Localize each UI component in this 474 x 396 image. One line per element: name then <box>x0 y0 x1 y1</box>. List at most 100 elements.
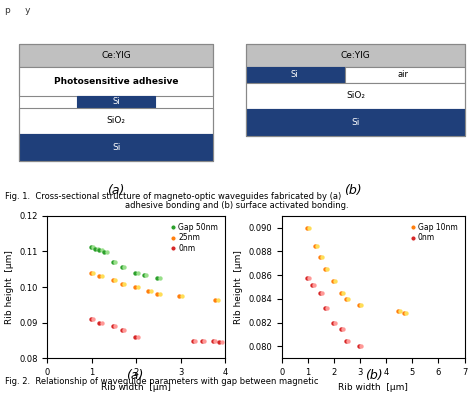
Point <box>342 296 350 302</box>
Point <box>87 316 94 322</box>
Text: p     y: p y <box>5 6 30 15</box>
Point <box>111 277 119 283</box>
Point <box>134 334 141 340</box>
Point <box>94 246 101 252</box>
Point <box>329 278 337 284</box>
Bar <box>246 83 465 109</box>
Point <box>201 337 208 344</box>
Point <box>134 270 141 276</box>
Point <box>402 310 410 316</box>
X-axis label: Rib width  [μm]: Rib width [μm] <box>338 383 408 392</box>
Point <box>345 296 352 302</box>
Bar <box>246 44 465 136</box>
Point <box>140 272 147 278</box>
Point <box>111 323 119 329</box>
Point <box>324 305 331 312</box>
Point <box>111 259 119 265</box>
Point <box>131 334 139 340</box>
Point <box>397 308 404 314</box>
Text: adhesive bonding and (b) surface activated bonding.: adhesive bonding and (b) surface activat… <box>125 201 349 210</box>
Bar <box>19 44 213 67</box>
Point <box>345 337 352 344</box>
Point <box>319 290 326 296</box>
Point <box>305 274 313 281</box>
Bar <box>345 67 465 83</box>
Point <box>218 339 226 345</box>
Point <box>118 327 126 333</box>
Point <box>96 273 103 280</box>
Point <box>356 302 363 308</box>
Text: air: air <box>398 70 409 80</box>
Point <box>96 320 103 326</box>
Bar <box>19 108 213 134</box>
Point <box>109 323 117 329</box>
Point <box>311 242 319 249</box>
Text: Ce:YIG: Ce:YIG <box>341 51 370 60</box>
Point <box>356 343 363 350</box>
Point <box>400 310 407 316</box>
Legend: Gap 50nm, 25nm, 0nm: Gap 50nm, 25nm, 0nm <box>167 220 221 256</box>
Text: (b): (b) <box>344 184 362 197</box>
Bar <box>19 134 213 161</box>
Point <box>303 274 311 281</box>
Point <box>145 287 152 294</box>
Point <box>178 293 186 299</box>
Text: SiO₂: SiO₂ <box>107 116 126 125</box>
Point <box>357 302 365 308</box>
Point <box>198 337 205 344</box>
Point <box>120 280 128 287</box>
Point <box>156 291 164 297</box>
Text: Photosensitive adhesive: Photosensitive adhesive <box>54 77 178 86</box>
Bar <box>246 67 345 83</box>
Point <box>316 290 324 296</box>
Y-axis label: Rib height  [μm]: Rib height [μm] <box>234 250 243 324</box>
Point <box>109 277 117 283</box>
Point <box>316 254 324 261</box>
Point <box>337 290 345 296</box>
Bar <box>246 44 465 67</box>
Point <box>209 338 217 345</box>
Bar <box>77 96 155 108</box>
Point <box>321 305 329 312</box>
Text: (a): (a) <box>108 184 125 197</box>
Point <box>91 246 99 252</box>
Point <box>156 275 164 281</box>
Point <box>309 282 316 288</box>
X-axis label: Rib width  [μm]: Rib width [μm] <box>101 383 171 392</box>
Text: (a): (a) <box>127 369 144 382</box>
Point <box>216 339 223 345</box>
Point <box>400 361 407 367</box>
Point <box>96 247 103 253</box>
Point <box>109 259 117 265</box>
Point <box>154 275 161 281</box>
Point <box>131 284 139 290</box>
Text: Si: Si <box>291 70 298 80</box>
Point <box>329 320 337 326</box>
Text: Si: Si <box>112 143 120 152</box>
Bar <box>246 109 465 136</box>
Point <box>103 249 110 255</box>
Text: Fig. 2.  Relationship of waveguide parameters with gap between magnetic: Fig. 2. Relationship of waveguide parame… <box>5 377 318 386</box>
Point <box>439 361 447 367</box>
Point <box>90 244 97 250</box>
Point <box>319 254 326 261</box>
Point <box>310 282 318 288</box>
Text: Fig. 1.  Cross-sectional structure of magneto-optic waveguides fabricated by (a): Fig. 1. Cross-sectional structure of mag… <box>5 192 341 201</box>
Text: Ce:YIG: Ce:YIG <box>101 51 131 60</box>
Point <box>175 293 183 299</box>
Legend: Gap 10nm, 0nm: Gap 10nm, 0nm <box>406 220 461 245</box>
Point <box>331 320 339 326</box>
Text: SiO₂: SiO₂ <box>346 91 365 100</box>
Point <box>342 337 350 344</box>
Point <box>211 296 219 303</box>
Point <box>131 270 139 276</box>
Point <box>98 247 106 253</box>
Point <box>120 265 128 271</box>
Point <box>118 265 126 271</box>
Point <box>134 284 141 290</box>
Point <box>189 337 197 344</box>
Point <box>211 338 219 345</box>
Text: Si: Si <box>112 97 120 106</box>
Point <box>98 320 106 326</box>
Point <box>147 287 155 294</box>
